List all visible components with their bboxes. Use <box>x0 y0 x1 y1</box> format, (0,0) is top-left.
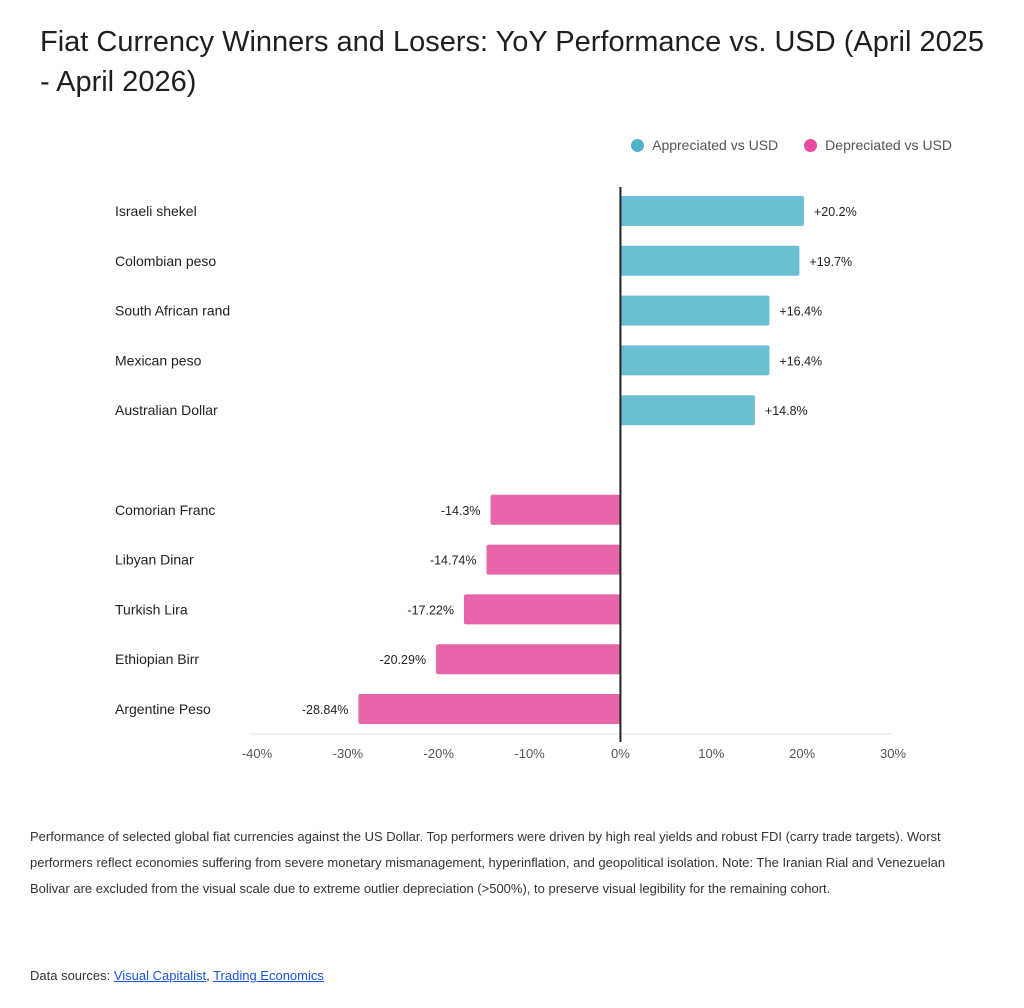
legend-label: Depreciated vs USD <box>825 137 952 153</box>
bar <box>486 544 621 575</box>
category-label: Turkish Lira <box>115 601 188 617</box>
source-link-visual-capitalist[interactable]: Visual Capitalist <box>113 968 207 983</box>
legend: Appreciated vs USD Depreciated vs USD <box>631 137 952 153</box>
chart-title: Fiat Currency Winners and Losers: YoY Pe… <box>40 26 984 98</box>
bar <box>358 694 621 724</box>
legend-item-appreciated: Appreciated vs USD <box>631 137 778 153</box>
category-label: Colombian peso <box>115 253 216 269</box>
data-label: +16.4% <box>779 354 822 368</box>
category-label: South African rand <box>115 303 230 319</box>
x-tick-label: 0% <box>611 746 630 761</box>
category-label: Argentine Peso <box>115 701 211 717</box>
category-label: Comorian Franc <box>115 502 215 518</box>
data-label: +16.4% <box>779 305 822 319</box>
x-tick-label: -30% <box>333 746 364 761</box>
bar <box>490 494 621 525</box>
bar <box>620 395 755 426</box>
data-label: +19.7% <box>809 255 852 269</box>
category-label: Israeli shekel <box>115 203 197 219</box>
x-tick-label: 20% <box>789 746 815 761</box>
chart-note: Performance of selected global fiat curr… <box>30 829 946 896</box>
category-label: Australian Dollar <box>115 402 218 418</box>
x-tick-label: -20% <box>424 746 455 761</box>
data-label: -14.74% <box>430 554 477 568</box>
data-label: +14.8% <box>765 404 808 418</box>
sources-label: Data sources: <box>30 968 111 983</box>
bar <box>620 295 770 326</box>
bar <box>620 345 770 376</box>
legend-swatch-appreciated <box>631 138 645 152</box>
x-tick-label: -10% <box>514 746 545 761</box>
data-label: -28.84% <box>302 703 349 717</box>
x-tick-label: -40% <box>242 746 273 761</box>
data-label: -17.22% <box>407 603 454 617</box>
category-label: Mexican peso <box>115 352 202 368</box>
bar <box>620 245 800 276</box>
x-tick-label: 10% <box>698 746 724 761</box>
source-link-trading-economics[interactable]: Trading Economics <box>213 968 324 983</box>
bar <box>436 644 621 675</box>
data-label: +20.2% <box>814 205 857 219</box>
x-tick-label: 30% <box>880 746 906 761</box>
category-label: Ethiopian Birr <box>115 651 199 667</box>
bar-chart: -40% -30% -20% -10% 0% 10% 20% 30% Israeli sheke… <box>115 187 906 761</box>
data-label: -14.3% <box>441 504 481 518</box>
bar <box>620 196 804 226</box>
legend-swatch-depreciated <box>804 138 818 152</box>
data-sources: Data sources: Visual Capitalist, Trading… <box>30 968 324 983</box>
bar <box>463 594 621 625</box>
data-label: -20.29% <box>380 653 427 667</box>
legend-item-depreciated: Depreciated vs USD <box>804 137 952 153</box>
legend-label: Appreciated vs USD <box>652 137 779 153</box>
category-label: Libyan Dinar <box>115 552 194 568</box>
